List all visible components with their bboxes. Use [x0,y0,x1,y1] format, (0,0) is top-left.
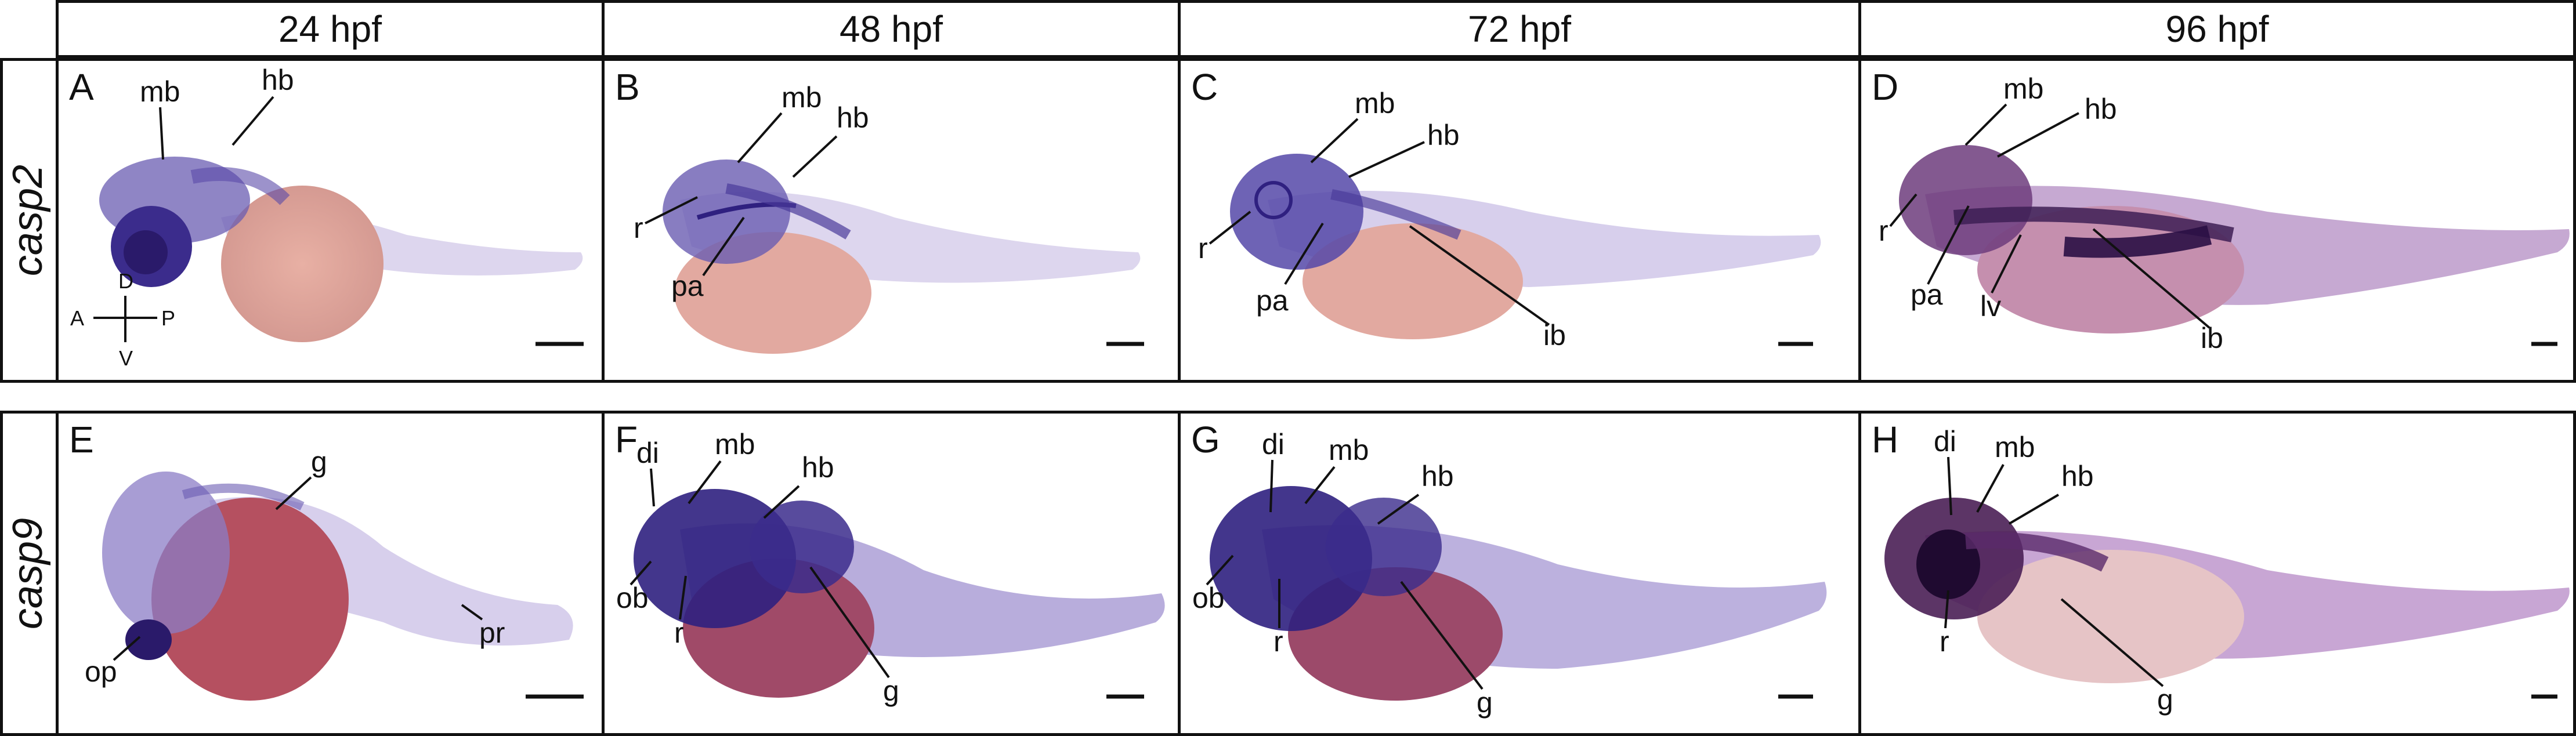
column-header-72hpf: 72 hpf [1178,0,1861,58]
embryo-image: di mb hb r g [1884,425,2570,716]
panel-letter: A [69,66,94,108]
label-op: op [85,655,117,688]
label-ob: ob [616,582,649,614]
panel-letter: F [615,419,638,461]
label-hb: hb [2061,460,2094,492]
label-g: g [2157,683,2173,716]
row-label-frame [0,58,59,383]
column-header-24hpf: 24 hpf [56,0,605,58]
label-ib: ib [2201,322,2223,354]
embryo-image: mb hb D V A P [70,64,584,370]
column-header-label: 48 hpf [840,8,943,50]
label-pa: pa [671,270,704,302]
label-hb: hb [837,101,869,134]
label-hb: hb [262,64,294,96]
panel-D: D mb hb r pa lv ib [1858,58,2576,383]
label-mb: mb [782,81,822,114]
panel-letter: E [69,419,94,461]
label-hb: hb [1427,119,1460,151]
embryo-image: di mb hb ob r g [616,428,1165,707]
orientation-compass: D V A P [70,269,175,370]
label-r: r [674,617,684,649]
label-ob: ob [1192,582,1225,614]
embryo-image: g op pr [85,445,584,701]
panel-letter: D [1872,66,1899,108]
label-r: r [1198,232,1208,264]
label-r: r [1273,625,1283,658]
embryo-image: mb hb r pa [634,81,1144,354]
label-hb: hb [1421,460,1454,492]
column-header-label: 96 hpf [2165,8,2269,50]
label-g: g [311,445,327,478]
label-hb: hb [802,451,834,484]
label-mb: mb [2003,72,2043,105]
compass-posterior: P [161,306,175,330]
label-di: di [636,437,659,469]
label-mb: mb [1329,434,1369,466]
embryo-image: mb hb r pa ib [1198,87,1821,351]
column-header-96hpf: 96 hpf [1858,0,2576,58]
label-mb: mb [140,75,180,108]
compass-anterior: A [70,306,84,330]
label-di: di [1262,428,1285,461]
panel-letter: C [1191,66,1218,108]
label-hb: hb [2085,93,2117,125]
label-r: r [1940,625,1949,658]
label-mb: mb [715,428,755,461]
embryo-image: di mb hb ob r g [1192,428,1827,719]
label-g: g [883,675,899,707]
label-pa: pa [1911,278,1943,311]
label-lv: lv [1980,290,2001,322]
column-header-48hpf: 48 hpf [602,0,1181,58]
compass-dorsal: D [118,269,133,293]
panel-letter: G [1191,419,1220,461]
row-label-frame [0,411,59,736]
panel-B: B mb hb r pa [602,58,1181,383]
panel-G: G di mb hb ob r g [1178,411,1861,736]
label-r: r [634,212,643,244]
label-pr: pr [479,617,505,649]
label-pa: pa [1256,284,1289,317]
panel-H: H di mb hb r g [1858,411,2576,736]
label-r: r [1879,215,1888,247]
label-di: di [1934,425,1956,458]
label-mb: mb [1995,431,2035,463]
compass-ventral: V [119,346,133,370]
embryo-image: mb hb r pa lv ib [1879,72,2570,354]
panel-F: F di mb hb ob r g [602,411,1181,736]
panel-E: E g op pr [56,411,605,736]
panel-letter: B [615,66,640,108]
panel-letter: H [1872,419,1899,461]
label-g: g [1477,686,1493,719]
column-header-label: 72 hpf [1468,8,1571,50]
label-mb: mb [1355,87,1395,119]
panel-A: A mb hb D V A P [56,58,605,383]
panel-C: C mb hb r pa ib [1178,58,1861,383]
column-header-label: 24 hpf [278,8,382,50]
